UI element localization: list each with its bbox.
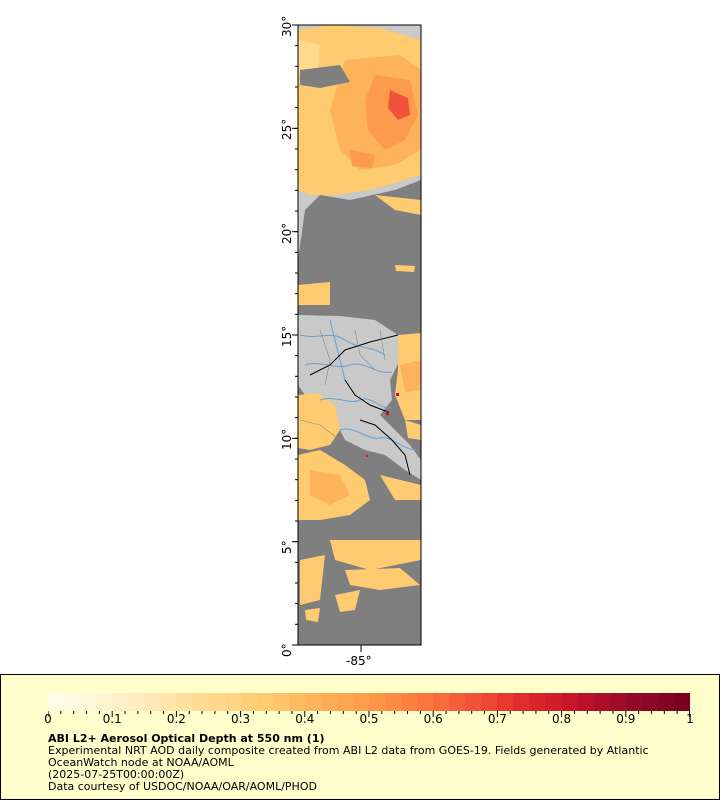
lat-label: 20° [280,222,294,244]
colorbar-segment [384,693,402,711]
colorbar-segment [144,693,161,711]
colorbar-segment [561,693,578,711]
colorbar-segment [513,693,530,711]
aod-field-middle [298,282,421,450]
lon-label-85w: -85° [346,654,372,668]
rivers [299,319,416,451]
colorbar-segment [673,693,690,711]
colorbar-tick-label: 0.1 [102,712,122,726]
colorbar-segment [176,693,193,711]
colorbar-segment [641,693,658,711]
colorbar-segment [80,693,97,711]
legend-description-1: Experimental NRT AOD daily composite cre… [48,744,649,757]
legend-panel: 0 0.1 0.2 0.3 0.4 0.5 0.6 0.7 0.8 0.9 1 ABI L2+ Ae… [0,674,720,800]
colorbar-segment [112,693,129,711]
colorbar-segment [497,693,514,711]
colorbar-tick-label: 0.7 [487,712,507,726]
colorbar-segment [256,693,273,711]
map-content [298,25,421,645]
legend-credit: Data courtesy of USDOC/NOAA/OAR/AOML/PHO… [48,780,317,793]
colorbar-segment [657,693,674,711]
state-borders [299,329,386,441]
colorbar-segment [64,693,81,711]
colorbar-tick-label: 1 [686,712,694,726]
lat-label: 30° [280,15,294,37]
colorbar-segment [609,693,626,711]
colorbar-segment [96,693,113,711]
colorbar-segment [481,693,498,711]
colorbar-segment [192,693,209,711]
colorbar-ticks [48,711,690,717]
colorbar [48,693,690,711]
lat-label: 0° [280,643,294,657]
colorbar-segment [224,693,241,711]
colorbar-tick-label: 0.8 [552,712,572,726]
colorbar-segment [465,693,482,711]
colorbar-segment [240,693,257,711]
aod-field-north [298,25,421,272]
lat-label: 5° [280,540,294,554]
colorbar-segment [304,693,321,711]
colorbar-segment [336,693,353,711]
colorbar-segment [401,693,418,711]
colorbar-tick-label: 0.3 [231,712,251,726]
colorbar-tick-label: 0.9 [616,712,636,726]
lat-label: 25° [280,119,294,141]
high-aod-hotspots [366,393,399,457]
colorbar-segment [433,693,450,711]
lat-label: 10° [280,429,294,451]
colorbar-segment [417,693,434,711]
colorbar-segment [593,693,610,711]
colorbar-tick-label: 0 [44,712,52,726]
colorbar-segment [545,693,562,711]
legend-title: ABI L2+ Aerosol Optical Depth at 550 nm … [48,732,325,745]
country-borders [309,334,411,476]
colorbar-tick-label: 0.2 [166,712,186,726]
colorbar-segment [368,693,385,711]
colorbar-segment [128,693,145,711]
colorbar-segment [208,693,225,711]
colorbar-segment [625,693,642,711]
map-panel: 0° 5° 10° 15° 20° 25° 30° -85° [280,15,422,668]
legend-description-2: OceanWatch node at NOAA/AOML [48,756,234,769]
latitude-ticks [292,24,298,646]
aod-field-south [298,450,421,622]
colorbar-segment [577,693,594,711]
legend-date: (2025-07-25T00:00:00Z) [48,768,185,781]
colorbar-segment [449,693,466,711]
colorbar-tick-label: 0.6 [423,712,443,726]
colorbar-segment [48,693,65,711]
colorbar-tick-label: 0.4 [295,712,315,726]
colorbar-tick-label: 0.5 [359,712,379,726]
legend-text: ABI L2+ Aerosol Optical Depth at 550 nm … [48,733,649,793]
colorbar-segment [320,693,337,711]
colorbar-segment [272,693,289,711]
colorbar-segment [529,693,546,711]
colorbar-segment [352,693,369,711]
colorbar-segment [160,693,177,711]
lat-label: 15° [280,325,294,347]
aod-map [292,24,422,652]
colorbar-segment [288,693,305,711]
